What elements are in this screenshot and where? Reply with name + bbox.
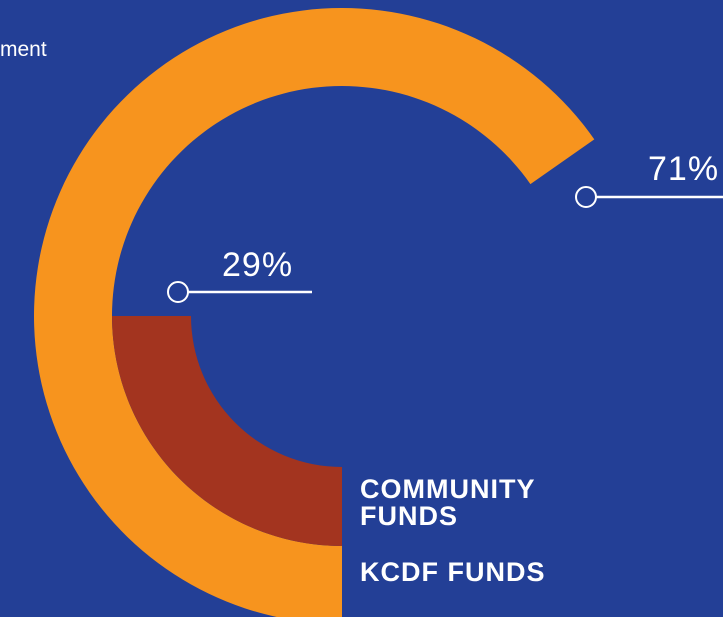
partial-heading: ment [0, 38, 47, 61]
callout-71 [575, 186, 723, 208]
callout-29 [167, 281, 312, 303]
legend-kcdf-funds: KCDF FUNDS [360, 557, 546, 587]
community-funds-arc [112, 316, 342, 546]
kcdf-percent-label: 71% [648, 150, 720, 188]
legend-community-funds: COMMUNITY FUNDS [360, 474, 535, 531]
community-percent-label: 29% [222, 246, 294, 284]
